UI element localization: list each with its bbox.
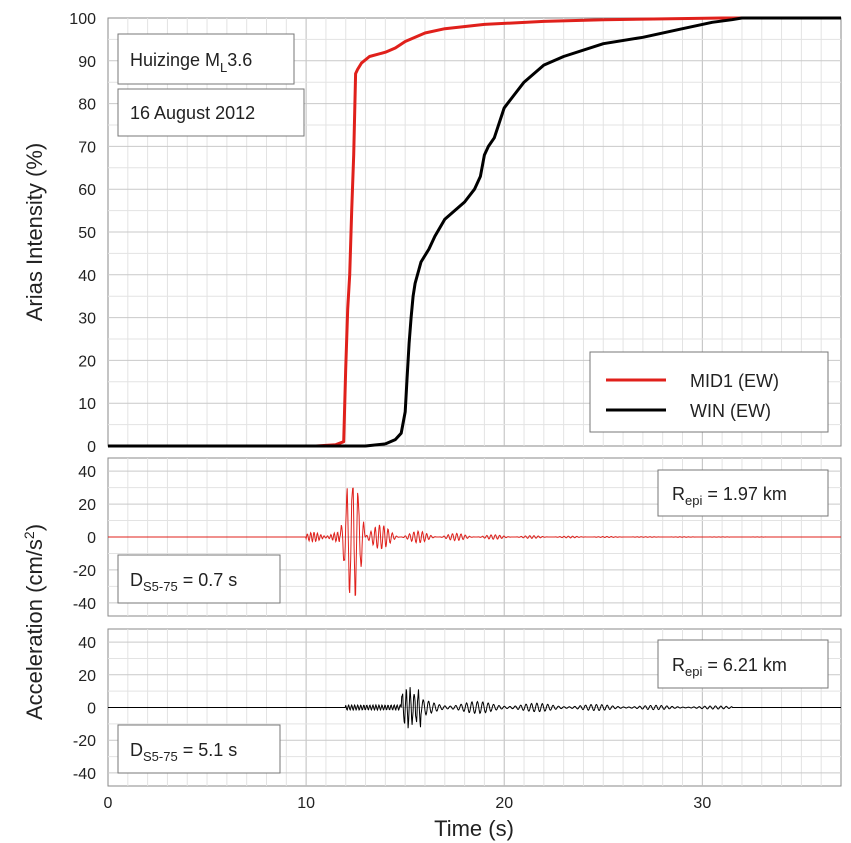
- date-label: 16 August 2012: [130, 103, 255, 123]
- arias-y-tick: 10: [78, 396, 96, 413]
- legend: [589, 351, 829, 433]
- arias-y-tick: 70: [78, 139, 96, 156]
- arias-y-axis-label: Arias Intensity (%): [22, 143, 47, 322]
- event-label-box: [117, 33, 295, 85]
- win-arias-line: [108, 16, 841, 448]
- arias-y-tick: 40: [78, 268, 96, 285]
- win-ds-box: [117, 724, 281, 774]
- arias-y-tick: 60: [78, 182, 96, 199]
- win-y-tick: 0: [87, 701, 96, 718]
- mid1-y-tick-labels: 40 20 0 -20 -40: [73, 464, 96, 613]
- arias-intensity-panel: 0 10 20 30 40 50 60 70 80 90 100 Huizinge ML3.6 16…: [22, 11, 842, 456]
- arias-y-tick: 100: [69, 11, 96, 28]
- win-repi-label: Repi = 6.21 km: [672, 655, 787, 679]
- mid1-y-tick: 0: [87, 530, 96, 547]
- arias-y-tick: 0: [87, 439, 96, 456]
- win-ds-label: DS5-75 = 5.1 s: [130, 740, 237, 764]
- win-y-tick: 20: [78, 668, 96, 685]
- legend-label-win: WIN (EW): [690, 401, 771, 421]
- mid1-ds-label: DS5-75 = 0.7 s: [130, 570, 237, 594]
- time-x-tick: 30: [693, 795, 711, 812]
- arias-y-tick: 20: [78, 353, 96, 370]
- mid1-y-tick: 20: [78, 497, 96, 514]
- event-label: Huizinge ML3.6: [130, 50, 252, 75]
- mid1-repi-label: Repi = 1.97 km: [672, 484, 787, 508]
- time-x-axis-label: Time (s): [434, 816, 514, 841]
- win-y-tick-labels: 40 20 0 -20 -40: [73, 635, 96, 783]
- mid1-ds-box: [117, 554, 281, 604]
- mid1-y-tick: -40: [73, 596, 96, 613]
- arias-y-tick: 50: [78, 225, 96, 242]
- win-acceleration-trace: [108, 687, 841, 729]
- legend-label-mid1: MID1 (EW): [690, 371, 779, 391]
- arias-y-tick: 30: [78, 311, 96, 328]
- mid1-acceleration-panel: 40 20 0 -20 -40 Repi = 1.97 km DS5-75 = 0.7 …: [73, 457, 842, 617]
- arias-y-tick-labels: 0 10 20 30 40 50 60 70 80 90 100: [69, 11, 96, 456]
- arias-y-tick: 80: [78, 97, 96, 114]
- mid1-arias-line: [108, 16, 841, 448]
- time-x-tick: 20: [495, 795, 513, 812]
- arias-series: [108, 16, 841, 448]
- mid1-y-tick: 40: [78, 464, 96, 481]
- win-y-tick: -20: [73, 733, 96, 750]
- acceleration-y-axis-label: Acceleration (cm/s2): [21, 524, 47, 720]
- date-box: [117, 88, 305, 137]
- win-repi-box: [657, 639, 829, 689]
- win-acceleration-panel: 40 20 0 -20 -40 Repi = 6.21 km DS5-75 = 5.1 …: [73, 628, 842, 812]
- mid1-repi-box: [657, 469, 829, 517]
- time-x-tick: 10: [297, 795, 315, 812]
- time-x-tick-labels: 0 10 20 30: [104, 795, 712, 812]
- mid1-acceleration-trace: [108, 487, 841, 596]
- mid1-y-tick: -20: [73, 563, 96, 580]
- win-y-tick: -40: [73, 766, 96, 783]
- arias-y-tick: 90: [78, 54, 96, 71]
- win-y-tick: 40: [78, 635, 96, 652]
- time-x-tick: 0: [104, 795, 113, 812]
